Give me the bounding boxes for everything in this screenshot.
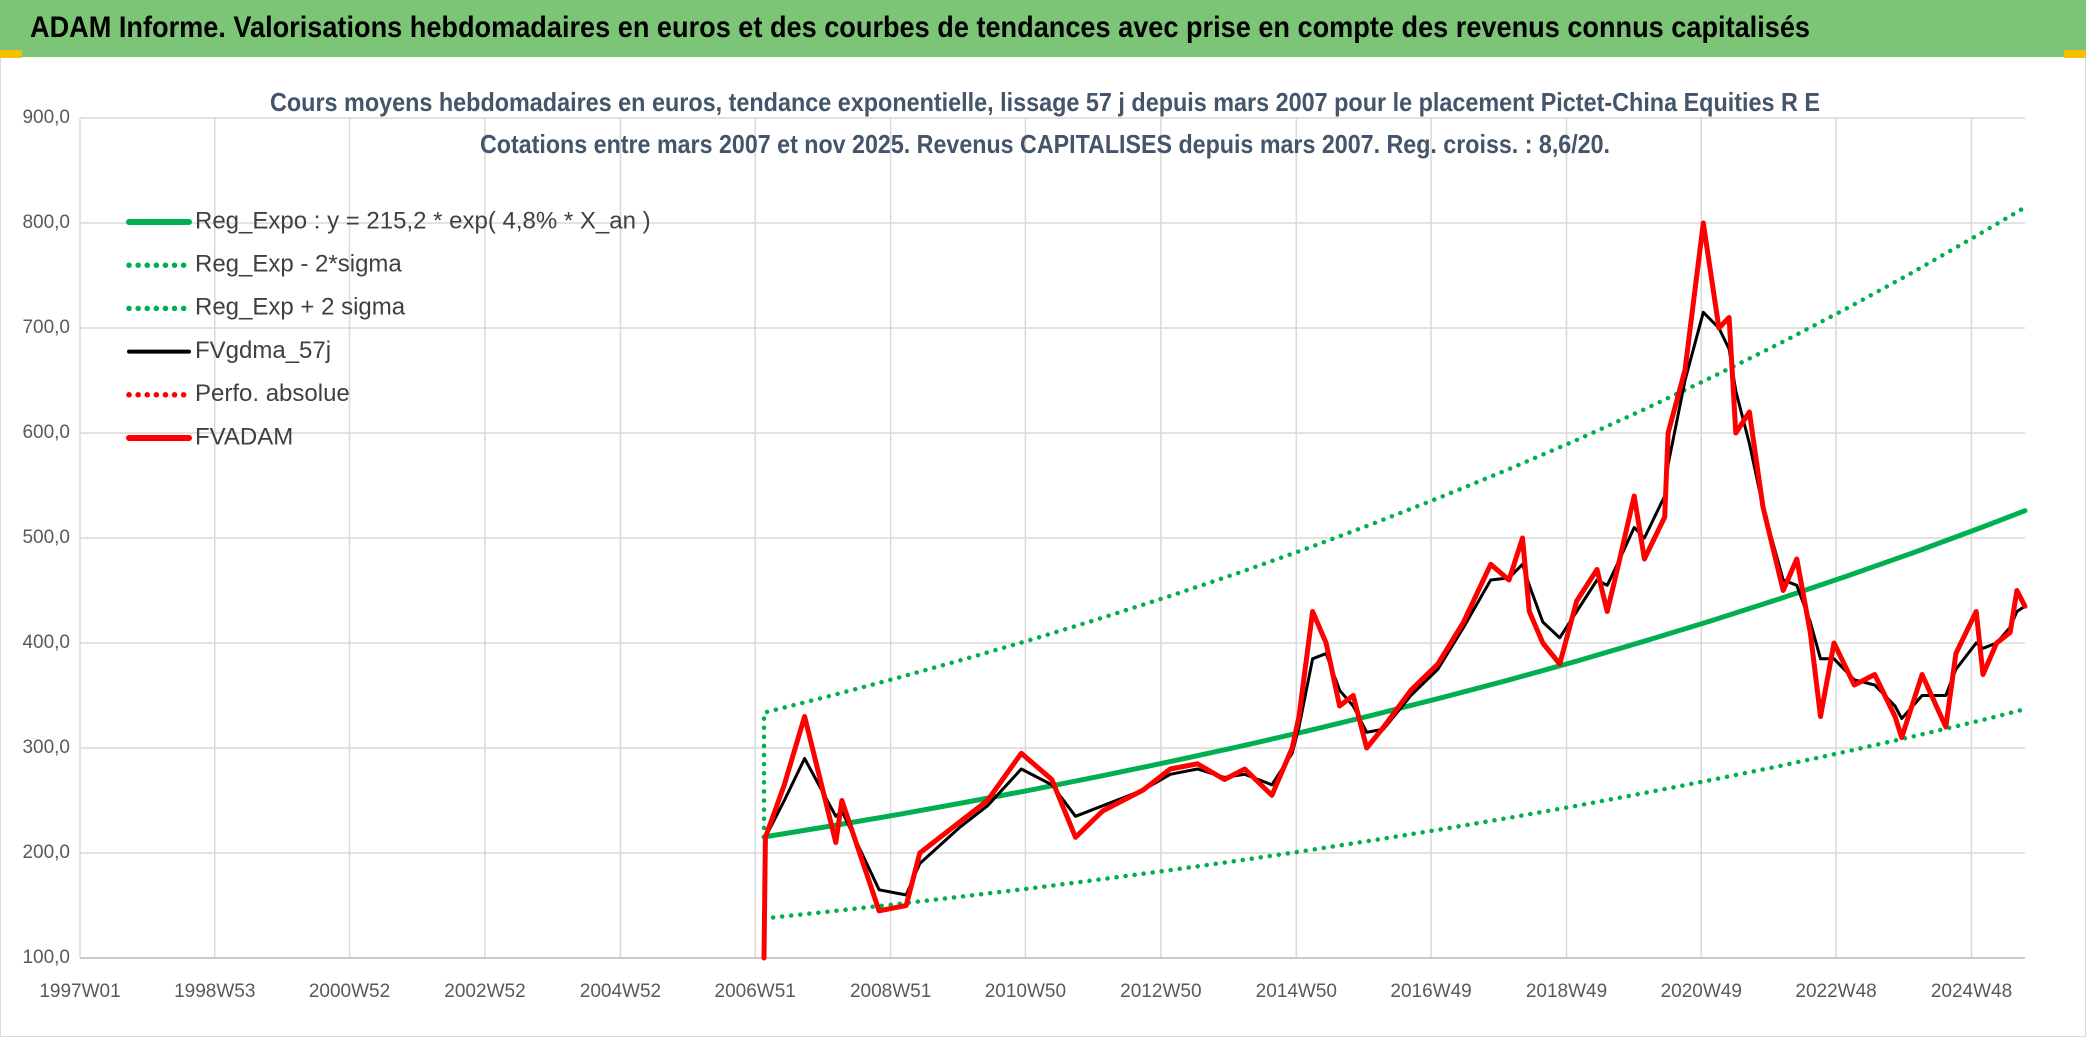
x-tick-label: 2006W51 bbox=[715, 981, 796, 1002]
x-tick-label: 1998W53 bbox=[174, 981, 255, 1002]
y-tick-label: 600,0 bbox=[22, 422, 70, 443]
legend-label: Reg_Expo : y = 215,2 * exp( 4,8% * X_an … bbox=[195, 207, 651, 234]
y-tick-label: 700,0 bbox=[22, 317, 70, 338]
legend-label: Reg_Exp + 2 sigma bbox=[195, 294, 406, 321]
x-tick-label: 2012W50 bbox=[1120, 981, 1201, 1002]
y-tick-label: 100,0 bbox=[22, 947, 70, 968]
series-line bbox=[761, 205, 2028, 840]
y-tick-label: 800,0 bbox=[22, 212, 70, 233]
y-tick-label: 500,0 bbox=[22, 527, 70, 548]
legend-label: FVADAM bbox=[195, 423, 293, 450]
y-tick-label: 300,0 bbox=[22, 737, 70, 758]
y-tick-label: 400,0 bbox=[22, 632, 70, 653]
x-tick-label: 2000W52 bbox=[309, 981, 390, 1002]
plot-area: 100,0 200,0 300,0 400,0 500,0 600,0 700,0 800,0… bbox=[22, 107, 2028, 1002]
x-tick-label: 2016W49 bbox=[1390, 981, 1471, 1002]
header-title: ADAM Informe. Valorisations hebdomadaire… bbox=[30, 11, 1810, 44]
legend-label: FVgdma_57j bbox=[195, 337, 331, 364]
x-tick-label: 2020W49 bbox=[1661, 981, 1742, 1002]
series-line bbox=[761, 508, 2028, 840]
x-tick-label: 2010W50 bbox=[985, 981, 1066, 1002]
x-tick-label: 1997W01 bbox=[39, 981, 120, 1002]
corner bbox=[2064, 50, 2086, 58]
legend-label: Perfo. absolue bbox=[195, 380, 350, 407]
series-line bbox=[761, 220, 2028, 961]
y-tick-label: 200,0 bbox=[22, 842, 70, 863]
x-tick-label: 2022W48 bbox=[1795, 981, 1876, 1002]
x-tick-label: 2008W51 bbox=[850, 981, 931, 1002]
chart-title: Cours moyens hebdomadaires en euros, ten… bbox=[270, 87, 1820, 117]
corner bbox=[0, 50, 22, 58]
legend-label: Reg_Exp - 2*sigma bbox=[195, 251, 402, 278]
chart-subtitle: Cotations entre mars 2007 et nov 2025. R… bbox=[480, 129, 1610, 159]
x-tick-label: 2018W49 bbox=[1526, 981, 1607, 1002]
x-tick-label: 2004W52 bbox=[580, 981, 661, 1002]
y-tick-label: 900,0 bbox=[22, 107, 70, 128]
x-tick-label: 2024W48 bbox=[1931, 981, 2012, 1002]
header-bar bbox=[0, 0, 2086, 57]
x-tick-label: 2002W52 bbox=[444, 981, 525, 1002]
x-tick-label: 2014W50 bbox=[1256, 981, 1337, 1002]
